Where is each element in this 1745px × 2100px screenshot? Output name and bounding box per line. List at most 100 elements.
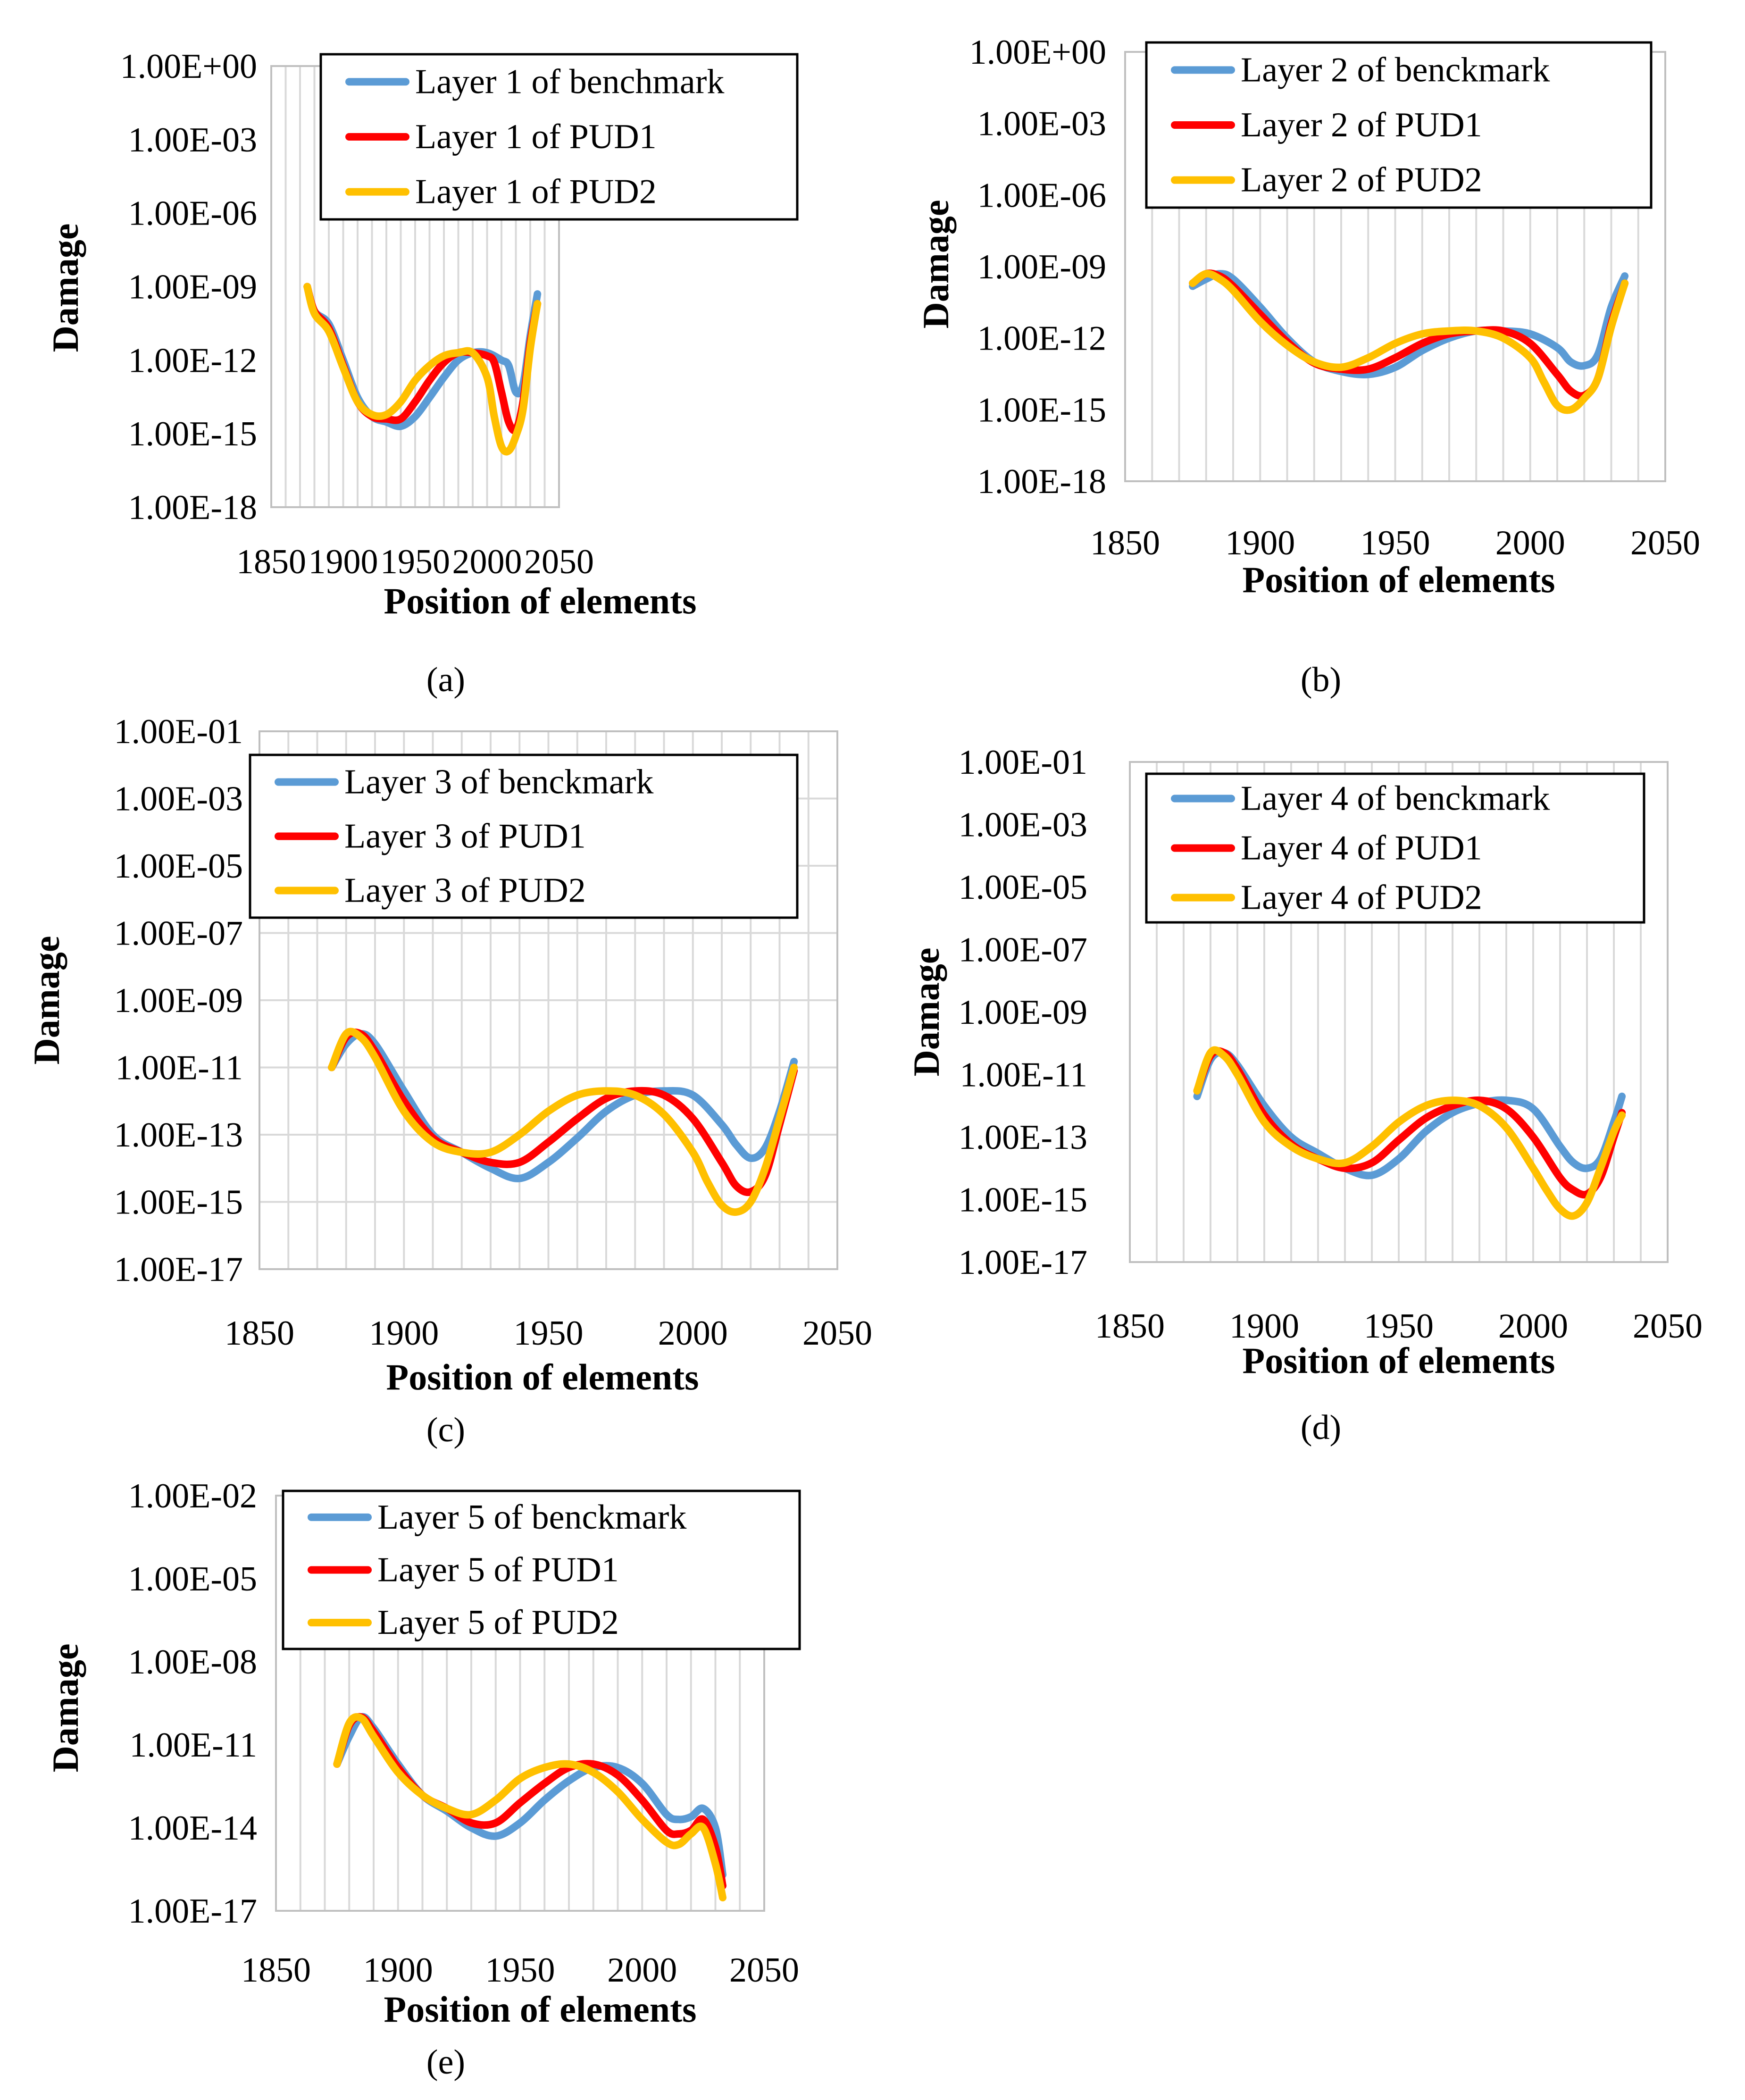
legend-label: Layer 1 of PUD1 xyxy=(415,117,657,156)
y-tick-label: 1.00E-13 xyxy=(114,1116,243,1155)
y-tick-label: 1.00E+00 xyxy=(120,47,257,86)
legend-label: Layer 2 of PUD1 xyxy=(1241,106,1482,144)
chart-panel: 1.00E+00 1.00E-03 1.00E-06 1.00E-09 1.00E-12… xyxy=(45,47,799,699)
y-tick-label: 1.00E-13 xyxy=(959,1118,1087,1157)
y-axis-title: Damage xyxy=(45,224,86,352)
x-tick-label: 2050 xyxy=(802,1314,872,1353)
series-line xyxy=(1189,270,1629,378)
series-line xyxy=(333,1713,727,1890)
y-tick-label: 1.00E-15 xyxy=(959,1181,1087,1220)
legend-label: Layer 3 of PUD2 xyxy=(344,871,586,910)
panel-caption: (c) xyxy=(426,1411,465,1449)
x-tick-label: 1850 xyxy=(225,1314,294,1353)
legend-label: Layer 3 of PUD1 xyxy=(344,817,586,856)
x-axis-title: Position of elements xyxy=(384,580,697,621)
y-tick-label: 1.00E-17 xyxy=(959,1243,1087,1282)
x-tick-label: 2000 xyxy=(1495,524,1565,562)
y-tick-label: 1.00E-09 xyxy=(977,248,1106,286)
y-tick-label: 1.00E-03 xyxy=(128,121,257,159)
y-axis-title: Damage xyxy=(906,948,947,1077)
panel-caption: (e) xyxy=(426,2043,465,2082)
x-tick-label: 1900 xyxy=(369,1314,439,1353)
legend-label: Layer 2 of benckmark xyxy=(1241,50,1550,89)
legend-label: Layer 1 of PUD2 xyxy=(415,173,657,211)
y-tick-label: 1.00E-05 xyxy=(128,1560,257,1598)
x-axis-title: Position of elements xyxy=(1243,559,1555,600)
chart-panel: 1.00E-01 1.00E-03 1.00E-05 1.00E-07 1.00E-09… xyxy=(26,712,872,1449)
y-axis-title: Damage xyxy=(26,936,67,1065)
y-axis-title: Damage xyxy=(915,200,956,329)
y-tick-label: 1.00E-18 xyxy=(128,488,257,527)
x-tick-label: 2000 xyxy=(452,543,522,581)
chart-panel: 1.00E+00 1.00E-03 1.00E-06 1.00E-09 1.00E-12… xyxy=(915,33,1700,699)
y-tick-label: 1.00E+00 xyxy=(969,33,1106,72)
x-axis-title: Position of elements xyxy=(384,1989,697,2030)
y-tick-label: 1.00E-05 xyxy=(114,847,243,886)
chart-panel: 1.00E-02 1.00E-05 1.00E-08 1.00E-11 1.00E-14… xyxy=(45,1477,801,2082)
x-tick-label: 1950 xyxy=(514,1314,584,1353)
x-tick-label: 1950 xyxy=(380,543,450,581)
x-tick-label: 2000 xyxy=(658,1314,728,1353)
legend: Layer 3 of benckmark Layer 3 of PUD1 Layer… xyxy=(249,753,799,919)
y-tick-label: 1.00E-11 xyxy=(115,1049,243,1088)
y-tick-label: 1.00E-15 xyxy=(114,1183,243,1222)
panel-caption: (a) xyxy=(426,661,465,699)
y-tick-label: 1.00E-03 xyxy=(977,105,1106,143)
x-tick-label: 2050 xyxy=(524,543,594,581)
x-tick-label: 2000 xyxy=(1498,1307,1568,1346)
x-tick-label: 1900 xyxy=(363,1951,433,1990)
y-tick-label: 1.00E-07 xyxy=(959,931,1087,970)
legend-box xyxy=(249,753,799,919)
y-tick-label: 1.00E-15 xyxy=(128,415,257,453)
y-tick-label: 1.00E-12 xyxy=(977,319,1106,358)
series-line xyxy=(303,283,542,456)
legend-label: Layer 5 of PUD2 xyxy=(377,1603,619,1642)
legend: Layer 5 of benckmark Layer 5 of PUD1 Layer… xyxy=(282,1489,801,1650)
legend-label: Layer 2 of PUD2 xyxy=(1241,161,1482,200)
y-tick-label: 1.00E-09 xyxy=(114,981,243,1020)
x-tick-label: 1850 xyxy=(1090,524,1160,562)
y-tick-label: 1.00E-01 xyxy=(959,743,1087,782)
legend-label: Layer 1 of benchmark xyxy=(415,62,724,101)
series-line xyxy=(328,1030,798,1182)
legend-label: Layer 3 of benckmark xyxy=(344,763,653,802)
chart-panel: 1.00E-01 1.00E-03 1.00E-05 1.00E-07 1.00E-09… xyxy=(906,743,1703,1447)
legend-label: Layer 5 of PUD1 xyxy=(377,1551,619,1590)
legend-label: Layer 4 of benckmark xyxy=(1241,779,1550,818)
y-tick-label: 1.00E-11 xyxy=(129,1726,257,1765)
y-axis-title: Damage xyxy=(45,1644,86,1773)
legend-label: Layer 4 of PUD2 xyxy=(1241,878,1482,917)
y-tick-label: 1.00E-05 xyxy=(959,868,1087,907)
x-tick-label: 1850 xyxy=(236,543,306,581)
x-tick-label: 2050 xyxy=(1630,524,1700,562)
y-tick-label: 1.00E-08 xyxy=(128,1643,257,1682)
series-line xyxy=(1193,1046,1626,1220)
y-tick-label: 1.00E-02 xyxy=(128,1477,257,1515)
x-tick-label: 1850 xyxy=(1095,1307,1165,1346)
y-tick-label: 1.00E-15 xyxy=(977,391,1106,429)
plot-area xyxy=(1129,761,1669,1263)
y-tick-label: 1.00E-09 xyxy=(128,268,257,307)
y-tick-label: 1.00E-07 xyxy=(114,914,243,953)
y-tick-label: 1.00E-01 xyxy=(114,712,243,751)
x-axis-title: Position of elements xyxy=(386,1356,699,1397)
panel-caption: (b) xyxy=(1301,661,1341,699)
legend-label: Layer 4 of PUD1 xyxy=(1241,829,1482,868)
x-tick-label: 1900 xyxy=(309,543,378,581)
legend: Layer 1 of benchmark Layer 1 of PUD1 Layer… xyxy=(319,53,799,221)
y-tick-label: 1.00E-06 xyxy=(977,176,1106,215)
x-axis-title: Position of elements xyxy=(1243,1340,1555,1381)
y-tick-label: 1.00E-17 xyxy=(114,1250,243,1289)
y-tick-label: 1.00E-06 xyxy=(128,194,257,233)
y-tick-label: 1.00E-17 xyxy=(128,1892,257,1931)
x-tick-label: 1950 xyxy=(485,1951,555,1990)
legend: Layer 4 of benckmark Layer 4 of PUD1 Layer… xyxy=(1145,772,1645,924)
y-tick-label: 1.00E-11 xyxy=(960,1056,1087,1095)
y-tick-label: 1.00E-18 xyxy=(977,462,1106,501)
legend-label: Layer 5 of benckmark xyxy=(377,1498,686,1537)
x-tick-label: 1850 xyxy=(241,1951,311,1990)
panel-caption: (d) xyxy=(1301,1408,1341,1447)
series-line xyxy=(333,1713,727,1902)
series-line xyxy=(328,1028,798,1216)
